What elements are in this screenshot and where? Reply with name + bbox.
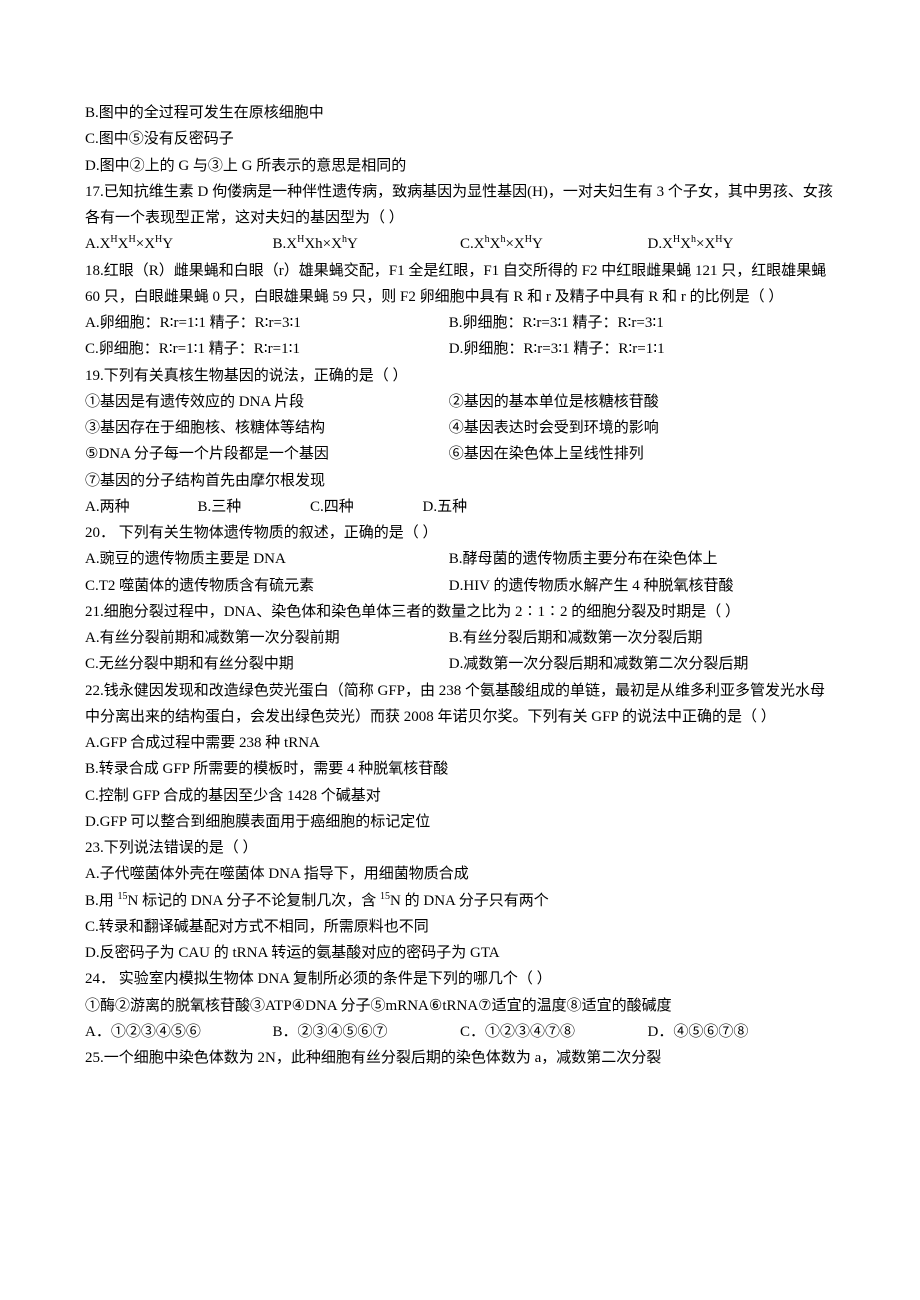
q20-opt-b: B.酵母菌的遗传物质主要分布在染色体上: [449, 546, 809, 572]
q18-row2: C.卵细胞：R∶r=1∶1 精子：R∶r=1∶1 D.卵细胞：R∶r=3∶1 精…: [85, 336, 835, 362]
q18-row1: A.卵细胞：R∶r=1∶1 精子：R∶r=3∶1 B.卵细胞：R∶r=3∶1 精…: [85, 310, 835, 336]
q20-row2: C.T2 噬菌体的遗传物质含有硫元素 D.HIV 的遗传物质水解产生 4 种脱氧…: [85, 573, 835, 599]
q21-row2: C.无丝分裂中期和有丝分裂中期 D.减数第一次分裂后期和减数第二次分裂后期: [85, 651, 835, 677]
q21-stem: 21.细胞分裂过程中，DNA、染色体和染色单体三者的数量之比为 2∶1∶2 的细…: [85, 599, 835, 625]
q19-options: A.两种 B.三种 C.四种 D.五种: [85, 494, 535, 520]
q24-options: A．①②③④⑤⑥ B．②③④⑤⑥⑦ C．①②③④⑦⑧ D．④⑤⑥⑦⑧: [85, 1019, 835, 1045]
q24-opt-b: B．②③④⑤⑥⑦: [273, 1019, 461, 1045]
q18-opt-b: B.卵细胞：R∶r=3∶1 精子：R∶r=3∶1: [449, 310, 809, 336]
q24-opt-c: C．①②③④⑦⑧: [460, 1019, 648, 1045]
q22-opt-c: C.控制 GFP 合成的基因至少含 1428 个碱基对: [85, 783, 835, 809]
q17-opt-d: D.XHXh×XHY: [648, 231, 836, 257]
q19-opt-b: B.三种: [198, 494, 311, 520]
q20-stem: 20． 下列有关生物体遗传物质的叙述，正确的是（ ）: [85, 520, 835, 546]
q24-opt-d: D．④⑤⑥⑦⑧: [648, 1019, 836, 1045]
q17-opt-c: C.XhXh×XHY: [460, 231, 648, 257]
q23-opt-b: B.用 15N 标记的 DNA 分子不论复制几次，含 15N 的 DNA 分子只…: [85, 888, 835, 914]
q21-opt-b: B.有丝分裂后期和减数第一次分裂后期: [449, 625, 809, 651]
q19-item-3: ③基因存在于细胞核、核糖体等结构: [85, 415, 445, 441]
q20-opt-c: C.T2 噬菌体的遗传物质含有硫元素: [85, 573, 445, 599]
q19-stem: 19.下列有关真核生物基因的说法，正确的是（ ）: [85, 363, 835, 389]
q18-opt-a: A.卵细胞：R∶r=1∶1 精子：R∶r=3∶1: [85, 310, 445, 336]
q19-item-2: ②基因的基本单位是核糖核苷酸: [449, 389, 809, 415]
q23-opt-c: C.转录和翻译碱基配对方式不相同，所需原料也不同: [85, 914, 835, 940]
q19-items-2: ③基因存在于细胞核、核糖体等结构 ④基因表达时会受到环境的影响: [85, 415, 835, 441]
q20-opt-a: A.豌豆的遗传物质主要是 DNA: [85, 546, 445, 572]
q19-item-1: ①基因是有遗传效应的 DNA 片段: [85, 389, 445, 415]
q17-opt-b: B.XHXh×XhY: [273, 231, 461, 257]
q16-opt-b: B.图中的全过程可发生在原核细胞中: [85, 100, 835, 126]
q22-stem: 22.钱永健因发现和改造绿色荧光蛋白（简称 GFP，由 238 个氨基酸组成的单…: [85, 678, 835, 731]
q19-item-5: ⑤DNA 分子每一个片段都是一个基因: [85, 441, 445, 467]
q19-opt-a: A.两种: [85, 494, 198, 520]
q20-opt-d: D.HIV 的遗传物质水解产生 4 种脱氧核苷酸: [449, 573, 809, 599]
q19-item-6: ⑥基因在染色体上呈线性排列: [449, 441, 809, 467]
q24-stem: 24． 实验室内模拟生物体 DNA 复制所必须的条件是下列的哪几个（ ）: [85, 966, 835, 992]
q21-opt-a: A.有丝分裂前期和减数第一次分裂前期: [85, 625, 445, 651]
q24-opt-a: A．①②③④⑤⑥: [85, 1019, 273, 1045]
q16-opt-c: C.图中⑤没有反密码子: [85, 126, 835, 152]
document-body: B.图中的全过程可发生在原核细胞中 C.图中⑤没有反密码子 D.图中②上的 G …: [85, 100, 835, 1071]
q19-item-4: ④基因表达时会受到环境的影响: [449, 415, 809, 441]
q22-opt-b: B.转录合成 GFP 所需要的模板时，需要 4 种脱氧核苷酸: [85, 756, 835, 782]
q18-stem: 18.红眼（R）雌果蝇和白眼（r）雄果蝇交配，F1 全是红眼，F1 自交所得的 …: [85, 258, 835, 311]
q25-stem: 25.一个细胞中染色体数为 2N，此种细胞有丝分裂后期的染色体数为 a，减数第二…: [85, 1045, 835, 1071]
q19-opt-c: C.四种: [310, 494, 423, 520]
q18-opt-c: C.卵细胞：R∶r=1∶1 精子：R∶r=1∶1: [85, 336, 445, 362]
q17-stem: 17.已知抗维生素 D 佝偻病是一种伴性遗传病，致病基因为显性基因(H)，一对夫…: [85, 179, 835, 232]
q24-items: ①酶②游离的脱氧核苷酸③ATP④DNA 分子⑤mRNA⑥tRNA⑦适宜的温度⑧适…: [85, 993, 835, 1019]
q22-opt-d: D.GFP 可以整合到细胞膜表面用于癌细胞的标记定位: [85, 809, 835, 835]
q23-stem: 23.下列说法错误的是（ ）: [85, 835, 835, 861]
q21-row1: A.有丝分裂前期和减数第一次分裂前期 B.有丝分裂后期和减数第一次分裂后期: [85, 625, 835, 651]
q23-opt-a: A.子代噬菌体外壳在噬菌体 DNA 指导下，用细菌物质合成: [85, 861, 835, 887]
q19-opt-d: D.五种: [423, 494, 536, 520]
q19-item-7: ⑦基因的分子结构首先由摩尔根发现: [85, 468, 835, 494]
q19-items-1: ①基因是有遗传效应的 DNA 片段 ②基因的基本单位是核糖核苷酸: [85, 389, 835, 415]
q20-row1: A.豌豆的遗传物质主要是 DNA B.酵母菌的遗传物质主要分布在染色体上: [85, 546, 835, 572]
q21-opt-d: D.减数第一次分裂后期和减数第二次分裂后期: [449, 651, 809, 677]
q16-opt-d: D.图中②上的 G 与③上 G 所表示的意思是相同的: [85, 153, 835, 179]
q17-options: A.XHXH×XHY B.XHXh×XhY C.XhXh×XHY D.XHXh×…: [85, 231, 835, 257]
q18-opt-d: D.卵细胞：R∶r=3∶1 精子：R∶r=1∶1: [449, 336, 809, 362]
q22-opt-a: A.GFP 合成过程中需要 238 种 tRNA: [85, 730, 835, 756]
q21-opt-c: C.无丝分裂中期和有丝分裂中期: [85, 651, 445, 677]
q17-opt-a: A.XHXH×XHY: [85, 231, 273, 257]
q23-opt-d: D.反密码子为 CAU 的 tRNA 转运的氨基酸对应的密码子为 GTA: [85, 940, 835, 966]
q19-items-3: ⑤DNA 分子每一个片段都是一个基因 ⑥基因在染色体上呈线性排列: [85, 441, 835, 467]
